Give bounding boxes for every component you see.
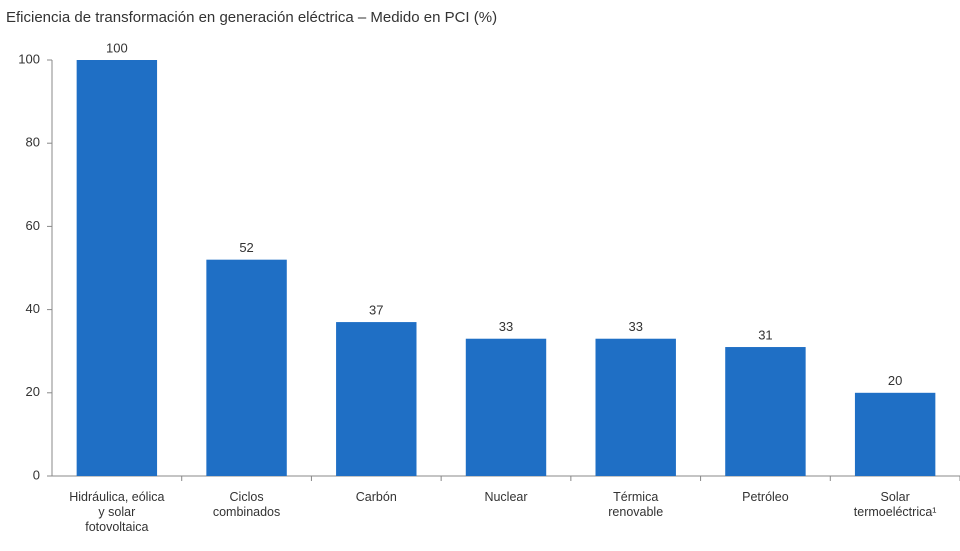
bar bbox=[336, 322, 417, 476]
bar bbox=[854, 392, 936, 476]
value-label: 31 bbox=[758, 327, 772, 342]
y-tick-label: 40 bbox=[26, 301, 40, 316]
x-tick-label: Ciclos combinados bbox=[212, 490, 281, 519]
chart-title: Eficiencia de transformación en generaci… bbox=[6, 9, 497, 26]
bar bbox=[725, 347, 806, 476]
bar bbox=[206, 259, 287, 476]
y-tick-label: 20 bbox=[26, 384, 40, 399]
y-tick-label: 0 bbox=[33, 467, 40, 482]
x-tick-label: Carbón bbox=[355, 490, 397, 504]
value-label: 20 bbox=[888, 373, 902, 388]
y-tick-label: 80 bbox=[26, 135, 40, 150]
value-label: 33 bbox=[628, 319, 642, 334]
bar bbox=[465, 338, 547, 476]
x-tick-label: Petróleo bbox=[742, 490, 789, 504]
x-tick-label: Nuclear bbox=[484, 490, 528, 504]
y-tick-label: 100 bbox=[18, 51, 40, 66]
x-tick-label: Hidráulica, eólica y solar fotovoltaica bbox=[69, 490, 165, 534]
bar bbox=[76, 60, 158, 476]
y-tick-label: 60 bbox=[26, 218, 40, 233]
value-label: 52 bbox=[239, 240, 253, 255]
value-label: 37 bbox=[369, 303, 383, 318]
x-tick-label: Térmica renovable bbox=[608, 490, 664, 519]
value-label: 100 bbox=[106, 40, 128, 55]
value-label: 33 bbox=[499, 319, 513, 334]
x-tick-label: Solar termoeléctrica¹ bbox=[853, 490, 937, 519]
bar bbox=[595, 338, 676, 476]
